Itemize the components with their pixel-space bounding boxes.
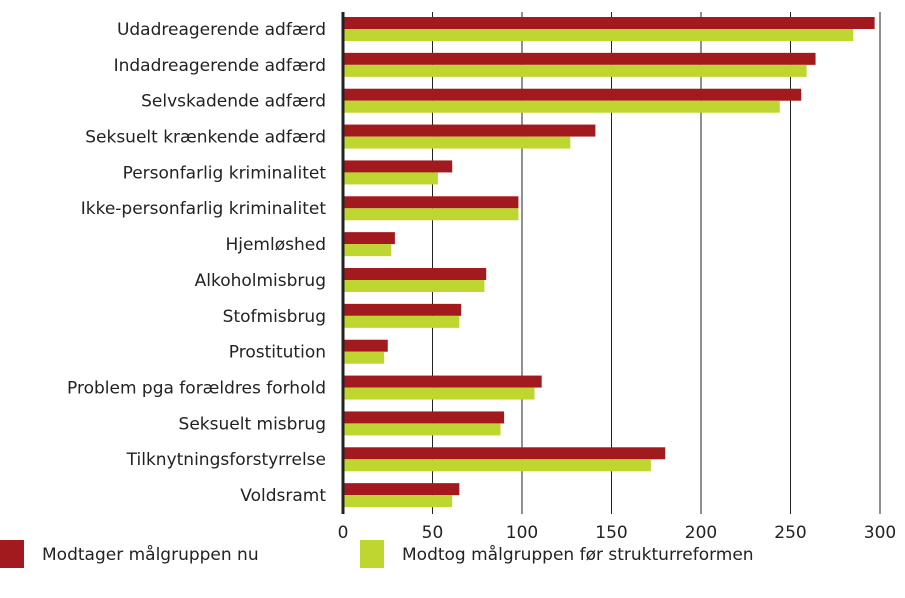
y-tick-label: Seksuelt misbrug [179, 414, 326, 434]
bar [343, 232, 395, 245]
y-tick-label: Problem pga forældres forhold [67, 379, 326, 399]
bar [343, 495, 453, 508]
x-tick-label: 50 [422, 523, 444, 543]
bar [343, 88, 802, 101]
legend-swatch [360, 540, 384, 568]
bar [343, 29, 854, 41]
x-tick-label: 100 [506, 523, 538, 543]
bar [343, 244, 392, 257]
y-tick-label: Indadreagerende adfærd [114, 56, 326, 76]
x-tick-label: 150 [595, 523, 627, 543]
bar [343, 315, 460, 328]
bar [343, 268, 487, 280]
bar [343, 196, 519, 209]
bar [343, 64, 807, 77]
y-tick-label: Tilknytningsforstyrrelse [126, 450, 326, 470]
bar [343, 172, 438, 185]
bar [343, 375, 542, 388]
y-tick-label: Udadreagerende adfærd [117, 20, 326, 40]
y-tick-label: Stofmisbrug [223, 307, 326, 327]
y-tick-label: Voldsramt [240, 486, 326, 506]
bar [343, 351, 385, 364]
bar [343, 483, 460, 496]
bar [343, 303, 462, 316]
bar [343, 339, 388, 352]
bar [343, 17, 875, 29]
legend-label: Modtager målgruppen nu [42, 544, 259, 565]
bar [343, 447, 666, 460]
y-tick-label: Ikke-personfarlig kriminalitet [81, 199, 327, 219]
bar [343, 52, 816, 65]
bar [343, 160, 453, 173]
legend-swatch [0, 540, 24, 568]
y-tick-label: Hjemløshed [225, 235, 326, 255]
x-tick-label: 250 [774, 523, 806, 543]
y-tick-label: Prostitution [229, 343, 326, 363]
bar [343, 387, 535, 400]
legend-label: Modtog målgruppen før strukturreformen [402, 544, 754, 565]
bar [343, 411, 505, 424]
bar [343, 100, 780, 113]
y-tick-label: Alkoholmisbrug [195, 271, 326, 291]
bar [343, 423, 501, 436]
y-tick-label: Seksuelt krænkende adfærd [85, 128, 326, 148]
x-tick-label: 200 [685, 523, 717, 543]
bar [343, 136, 571, 149]
bar [343, 280, 485, 292]
bar [343, 124, 596, 137]
bar [343, 459, 651, 472]
bar [343, 208, 519, 221]
x-tick-label: 0 [338, 523, 349, 543]
y-tick-label: Personfarlig kriminalitet [123, 163, 327, 183]
x-tick-label: 300 [864, 523, 896, 543]
y-tick-label: Selvskadende adfærd [141, 92, 326, 112]
